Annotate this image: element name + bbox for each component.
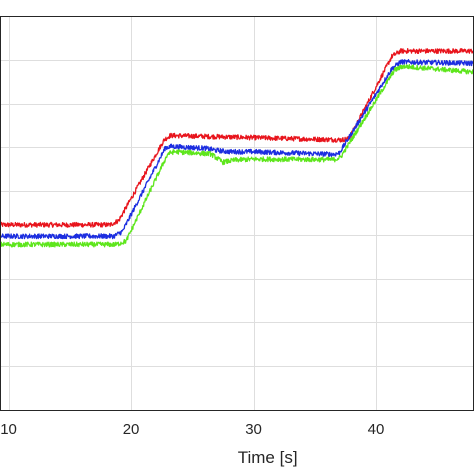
x-tick-labels: 10 20 30 40 [0,421,384,438]
series-line-1 [0,59,474,240]
x-axis-title: Time [s] [238,448,298,467]
plot-frame [0,16,474,411]
series-line-2 [0,64,474,248]
grid [0,16,474,410]
x-tick-label-0: 10 [0,421,17,438]
x-tick-label-2: 30 [245,421,262,438]
series-group [0,48,474,248]
x-tick-label-1: 20 [123,421,140,438]
x-tick-label-3: 40 [368,421,385,438]
series-line-0 [0,48,474,228]
